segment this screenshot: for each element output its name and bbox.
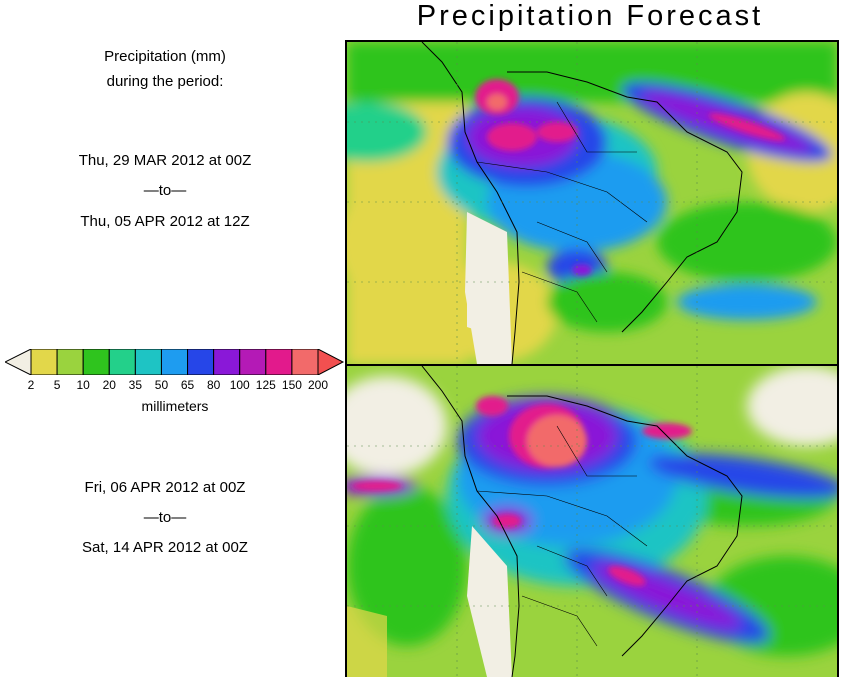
colorbar-swatch (30, 349, 58, 375)
period1-end: Thu, 05 APR 2012 at 12Z (80, 213, 250, 230)
period1-start: Thu, 29 MAR 2012 at 00Z (78, 152, 252, 169)
colorbar-swatch (134, 349, 162, 375)
colorbar-tick-label: 125 (255, 378, 276, 392)
colorbar-swatch (187, 349, 215, 375)
colorbar-swatch (108, 349, 136, 375)
colorbar-tick-label: 5 (53, 378, 61, 392)
period2-end: Sat, 14 APR 2012 at 00Z (82, 539, 248, 556)
colorbar-swatch (265, 349, 293, 375)
colorbar-swatch (213, 349, 241, 375)
colorbar-arrow-low (5, 349, 32, 375)
period1-separator: —to— (143, 182, 187, 199)
colorbar-units: millimeters (141, 398, 209, 414)
colorbar-tick-label: 10 (76, 378, 90, 392)
forecast-map-period2 (345, 364, 839, 677)
colorbar-swatch (291, 349, 319, 375)
page-title: Precipitation Forecast (416, 0, 764, 32)
colorbar-tick-label: 100 (229, 378, 250, 392)
period2-start: Fri, 06 APR 2012 at 00Z (84, 479, 246, 496)
forecast-map-period1 (345, 40, 839, 366)
legend-heading-line1: Precipitation (mm) (104, 48, 226, 65)
colorbar-tick-label: 2 (27, 378, 35, 392)
colorbar-labels: 2 5 10 20 35 50 65 80 100 125 150 200 (0, 378, 340, 394)
colorbar-tick-label: 80 (206, 378, 221, 392)
colorbar-tick-label: 65 (180, 378, 195, 392)
colorbar-tick-label: 150 (281, 378, 302, 392)
period2-separator: —to— (143, 509, 187, 526)
colorbar-tick-label: 35 (128, 378, 143, 392)
colorbar-tick-label: 20 (102, 378, 116, 392)
colorbar (5, 349, 345, 375)
colorbar-arrow-high (317, 349, 345, 375)
colorbar-swatch (239, 349, 267, 375)
colorbar-swatch (160, 349, 189, 375)
colorbar-swatch (56, 349, 84, 375)
colorbar-tick-label: 50 (154, 378, 169, 392)
colorbar-swatch (82, 349, 110, 375)
legend-heading-line2: during the period: (106, 73, 224, 90)
colorbar-tick-label: 200 (307, 378, 329, 392)
